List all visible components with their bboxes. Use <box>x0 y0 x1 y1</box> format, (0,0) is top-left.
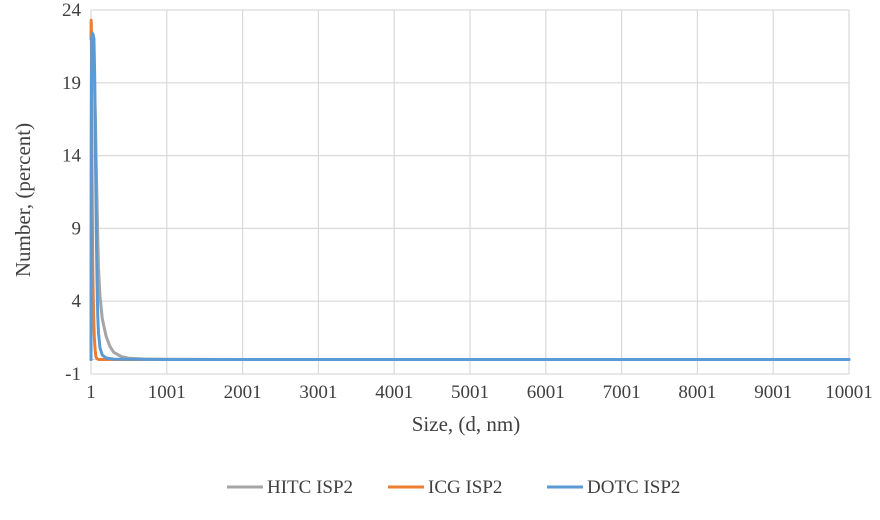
x-tick-label: 4001 <box>375 382 413 403</box>
y-tick-label: 14 <box>62 146 82 167</box>
y-tick-label: 4 <box>72 291 82 312</box>
x-tick-label: 3001 <box>299 382 337 403</box>
series-line-dotc-isp2 <box>89 31 851 361</box>
legend-label: DOTC ISP2 <box>587 477 680 498</box>
legend-item: ICG ISP2 <box>388 477 502 498</box>
x-tick-label: 7001 <box>603 382 641 403</box>
x-tick-label: 9001 <box>754 382 792 403</box>
y-tick-label: -1 <box>65 364 81 385</box>
y-tick-label: 24 <box>62 0 82 21</box>
x-tick-label: 5001 <box>451 382 489 403</box>
y-tick-label: 19 <box>62 73 81 94</box>
x-tick-label: 1 <box>86 382 96 403</box>
x-axis-ticks: 1 1001 2001 3001 4001 5001 6001 7001 8001 9001 100… <box>86 382 873 403</box>
x-axis-title: Size, (d, nm) <box>412 412 520 436</box>
x-tick-label: 8001 <box>678 382 716 403</box>
x-tick-label: 2001 <box>224 382 262 403</box>
legend: HITC ISP2 ICG ISP2 DOTC ISP2 <box>227 477 680 498</box>
x-tick-label: 6001 <box>527 382 565 403</box>
y-tick-label: 9 <box>72 218 82 239</box>
legend-item: DOTC ISP2 <box>547 477 680 498</box>
x-tick-label: 10001 <box>825 382 873 403</box>
legend-label: ICG ISP2 <box>428 477 502 498</box>
x-tick-label: 1001 <box>148 382 186 403</box>
series-lines <box>89 18 851 361</box>
grid-lines <box>90 9 850 375</box>
y-axis-title: Number, (percent) <box>11 123 35 277</box>
legend-label: HITC ISP2 <box>267 477 353 498</box>
y-axis-ticks: -1 4 9 14 19 24 <box>62 0 82 385</box>
legend-item: HITC ISP2 <box>227 477 353 498</box>
